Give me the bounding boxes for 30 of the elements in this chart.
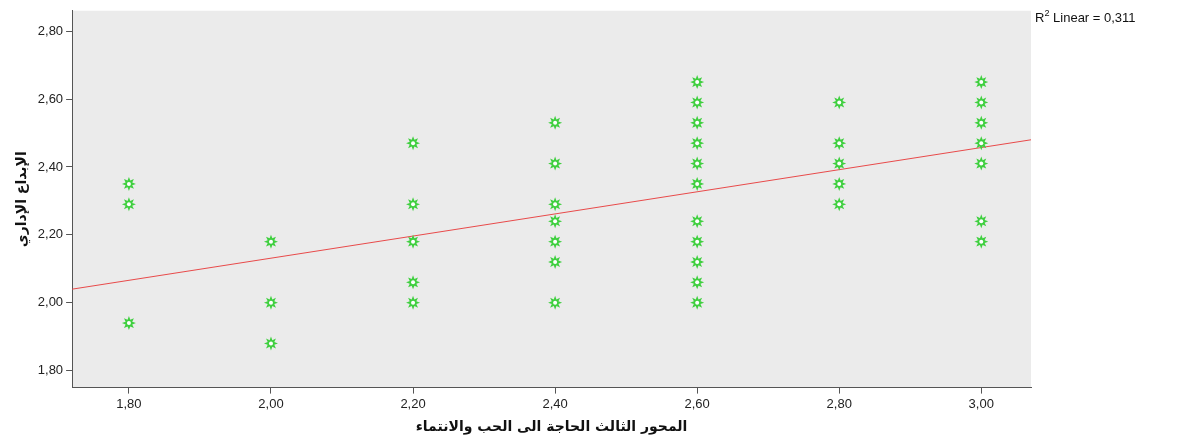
y-axis-title: الإبداع الإداري xyxy=(13,151,32,248)
point xyxy=(832,156,847,171)
y-tick-label: 2,80 xyxy=(37,22,64,38)
y-tick-label: 2,00 xyxy=(37,294,64,310)
point xyxy=(548,214,563,229)
point xyxy=(690,275,705,290)
y-tick-label: 2,20 xyxy=(37,226,64,242)
y-tick-label: 1,80 xyxy=(37,362,64,378)
x-tick-label: 2,40 xyxy=(542,395,568,411)
x-tick-label: 2,60 xyxy=(684,395,710,411)
point xyxy=(263,234,278,249)
point xyxy=(974,156,989,171)
x-tick-label: 1,80 xyxy=(116,395,142,411)
point xyxy=(690,234,705,249)
point xyxy=(974,95,989,110)
x-tick-label: 2,80 xyxy=(826,395,852,411)
point xyxy=(548,234,563,249)
point xyxy=(121,197,136,212)
y-tick-label: 2,40 xyxy=(37,158,64,174)
x-tick-label: 2,20 xyxy=(400,395,426,411)
point xyxy=(548,197,563,212)
x-tick-label: 2,00 xyxy=(258,395,284,411)
point xyxy=(832,95,847,110)
y-tick-label: 2,60 xyxy=(37,90,64,106)
point xyxy=(548,295,563,310)
x-tick-label: 3,00 xyxy=(968,395,994,411)
point xyxy=(406,275,421,290)
point xyxy=(406,234,421,249)
x-axis-title: المحور الثالث الحاجة الى الحب والانتماء xyxy=(415,418,688,436)
point xyxy=(690,156,705,171)
